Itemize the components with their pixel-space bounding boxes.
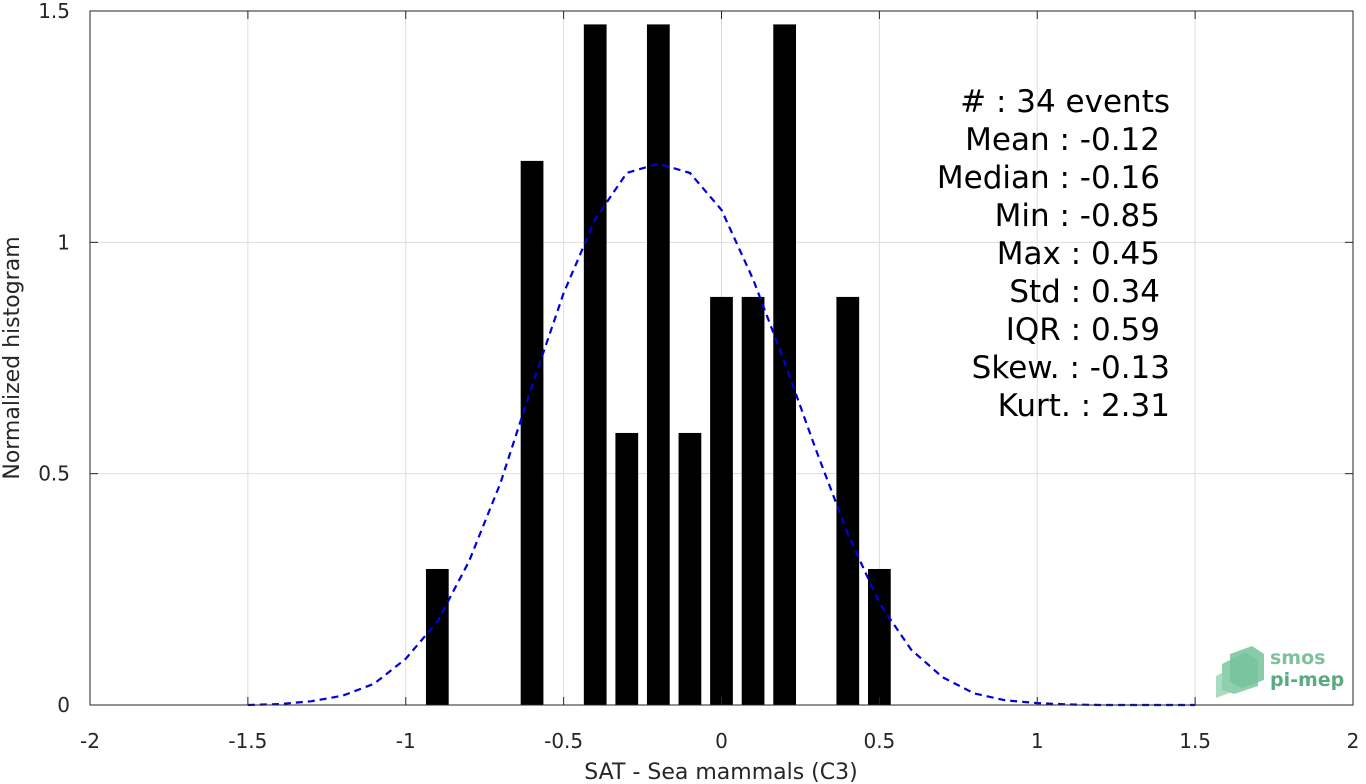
stats-line: Min : -0.85 [995,198,1160,234]
x-tick-label: -0.5 [544,729,583,753]
histogram-bars [425,24,891,706]
x-tick-label: 0.5 [863,729,895,753]
histogram-bar [615,432,639,705]
y-tick-label: 1 [57,230,70,254]
logo-text-pimep: pi-mep [1270,669,1344,691]
stats-line: Median : -0.16 [937,160,1160,196]
histogram-bar [425,568,449,705]
x-tick-label: -1 [396,729,416,753]
y-tick-label: 0.5 [38,462,70,486]
logo-text-smos: smos [1270,647,1325,669]
x-tick-label: 2 [1347,729,1360,753]
x-tick-label: 1.5 [1179,729,1211,753]
histogram-bar [678,432,702,705]
histogram-bar [836,296,860,705]
x-tick-label: 1 [1031,729,1044,753]
stats-line: Max : 0.45 [997,236,1160,272]
stats-line: Kurt. : 2.31 [998,388,1170,424]
histogram-bar [520,160,544,706]
x-tick-labels: -2 -1.5 -1 -0.5 0 0.5 1 1.5 2 [80,729,1359,753]
logo-mark-icon [1216,646,1264,698]
stats-line: Std : 0.34 [1009,274,1160,310]
x-tick-label: -2 [80,729,100,753]
stats-line: Skew. : -0.13 [972,350,1170,386]
y-tick-labels: 0 0.5 1 1.5 [38,0,70,717]
x-tick-label: -1.5 [228,729,267,753]
smos-pimep-logo: smos pi-mep [1216,646,1344,698]
y-tick-label: 0 [57,693,70,717]
x-tick-label: 0 [715,729,728,753]
stats-line: # : 34 events [960,84,1170,120]
histogram-bar [868,568,891,705]
axis-ticks [89,10,1354,706]
y-axis-label: Normalized histogram [0,236,25,479]
y-tick-label: 1.5 [38,0,70,23]
histogram-bar [583,24,607,705]
stats-line: IQR : 0.59 [1006,312,1160,348]
stats-line: Mean : -0.12 [965,122,1160,158]
histogram-bar [741,296,765,705]
histogram-bar [646,24,670,705]
histogram-bar [710,296,733,705]
x-axis-label: SAT - Sea mammals (C3) [584,760,857,784]
